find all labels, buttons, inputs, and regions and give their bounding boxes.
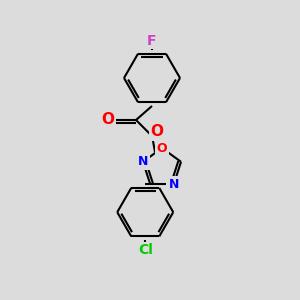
Text: O: O bbox=[157, 142, 167, 154]
Text: F: F bbox=[147, 34, 157, 48]
Text: O: O bbox=[101, 112, 115, 128]
Text: Cl: Cl bbox=[138, 243, 153, 257]
Text: N: N bbox=[169, 178, 179, 191]
Text: O: O bbox=[151, 124, 164, 140]
Text: N: N bbox=[138, 155, 148, 168]
